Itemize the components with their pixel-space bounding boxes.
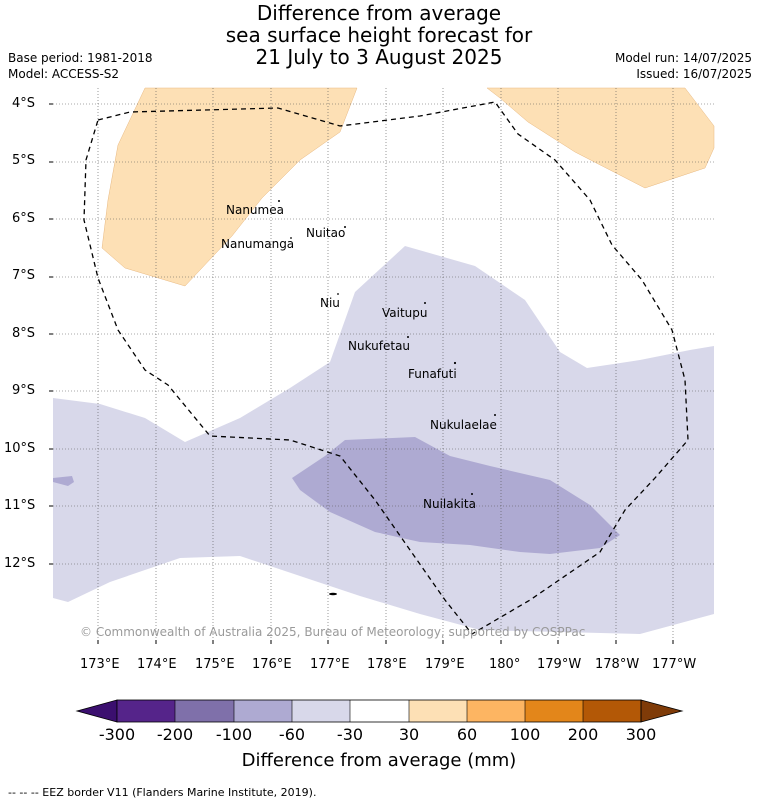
colorbar-extend-low (75, 699, 118, 723)
island-dots (278, 200, 496, 596)
model-run: Model run: 14/07/2025 (614, 51, 752, 65)
lat-label-7s: 7°S (12, 268, 36, 283)
axis-ticks (49, 103, 674, 644)
lon-label-179e: 179°E (425, 657, 465, 672)
title-line-3: 21 July to 3 August 2025 (255, 45, 503, 69)
eez-border (83, 101, 689, 635)
colorbar-label-6: 60 (456, 725, 478, 744)
lat-label-11s: 11°S (4, 498, 36, 513)
colorbar-label-9: 300 (625, 725, 657, 744)
island-label-niu: Niu (320, 296, 340, 310)
positive-zone-west (101, 87, 358, 287)
anomaly-zone-small (53, 476, 74, 486)
island-label-nukulaelae: Nukulaelae (430, 418, 497, 432)
colorbar-label-4: -30 (336, 725, 364, 744)
lon-label-175e: 175°E (195, 657, 235, 672)
lon-label-177e: 177°E (310, 657, 350, 672)
lat-label-4s: 4°S (12, 96, 36, 111)
colorbar-bin-9 (583, 700, 641, 722)
anomaly-zone-medium (292, 437, 620, 554)
colorbar-label-8: 200 (567, 725, 599, 744)
lon-label-179w: 179°W (537, 657, 582, 672)
island-label-nuilakita: Nuilakita (423, 497, 476, 511)
copyright-notice: © Commonwealth of Australia 2025, Bureau… (80, 625, 586, 639)
island-label-nukufetau: Nukufetau (348, 339, 411, 353)
lon-label-177w: 177°W (652, 657, 697, 672)
title-line-2: sea surface height forecast for (225, 23, 533, 47)
colorbar-label-7: 100 (509, 725, 541, 744)
colorbar (75, 699, 684, 723)
colorbar-label-2: -100 (215, 725, 253, 744)
colorbar-bin-1 (117, 700, 175, 722)
colorbar-extend-high (640, 699, 684, 723)
colorbar-bin-7 (467, 700, 525, 722)
colorbar-label-3: -60 (278, 725, 306, 744)
eez-footnote: -- -- -- EEZ border V11 (Flanders Marine… (8, 786, 317, 799)
lat-label-12s: 12°S (4, 556, 36, 571)
island-label-nuitao: Nuitao (306, 226, 346, 240)
lon-label-176e: 176°E (252, 657, 292, 672)
colorbar-bin-5 (350, 700, 409, 722)
lon-label-174e: 174°E (137, 657, 177, 672)
lon-label-173e: 173°E (80, 657, 120, 672)
issued-date: Issued: 16/07/2025 (636, 67, 752, 81)
lat-label-6s: 6°S (12, 211, 36, 226)
island-label-nanumea: Nanumea (226, 203, 284, 217)
colorbar-title: Difference from average (mm) (241, 750, 517, 771)
gridlines (53, 88, 714, 640)
colorbar-bin-8 (525, 700, 583, 722)
colorbar-label-0: -300 (98, 725, 136, 744)
lon-label-178w: 178°W (595, 657, 640, 672)
island-label-vaitupu: Vaitupu (382, 306, 428, 320)
lon-label-180: 180° (489, 657, 521, 672)
colorbar-bin-4 (292, 700, 350, 722)
colorbar-label-5: 30 (398, 725, 420, 744)
lat-label-5s: 5°S (12, 153, 36, 168)
colorbar-label-1: -200 (156, 725, 194, 744)
colorbar-bin-3 (234, 700, 292, 722)
island-label-funafuti: Funafuti (408, 367, 457, 381)
positive-zone-east (486, 87, 715, 189)
island-label-nanumanga: Nanumanga (221, 237, 295, 251)
lat-label-9s: 9°S (12, 383, 36, 398)
model-name: Model: ACCESS-S2 (8, 67, 120, 81)
lon-label-178e: 178°E (367, 657, 407, 672)
lat-label-8s: 8°S (12, 326, 36, 341)
colorbar-bin-2 (175, 700, 234, 722)
base-period: Base period: 1981-2018 (8, 51, 153, 65)
title-line-1: Difference from average (256, 1, 502, 25)
colorbar-bin-6 (409, 700, 467, 722)
lat-label-10s: 10°S (4, 441, 36, 456)
